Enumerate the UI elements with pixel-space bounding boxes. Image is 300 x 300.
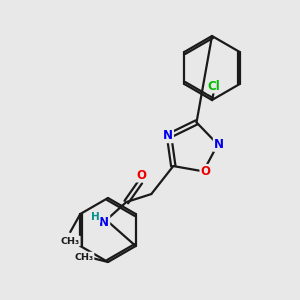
Text: N: N [163,129,173,142]
Text: O: O [200,165,210,178]
Text: N: N [99,216,109,229]
Text: N: N [214,138,224,151]
Text: CH₃: CH₃ [61,236,80,245]
Text: CH₃: CH₃ [74,253,94,262]
Text: O: O [136,169,146,182]
Text: H: H [91,212,100,222]
Text: Cl: Cl [208,80,220,92]
